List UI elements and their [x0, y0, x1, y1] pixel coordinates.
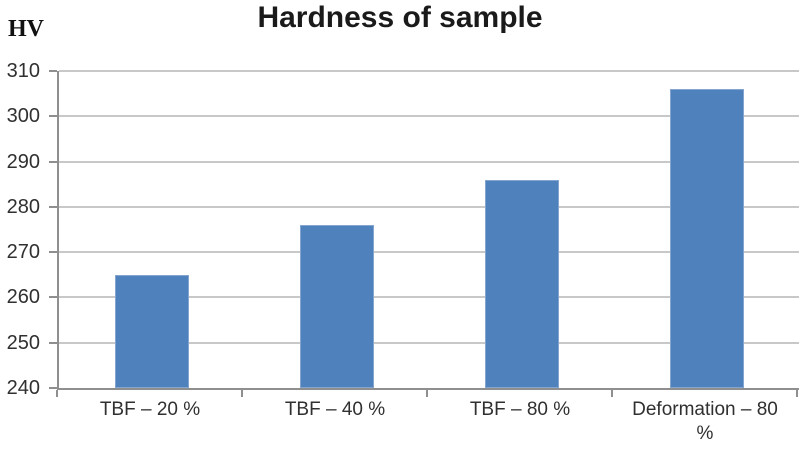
- gridline-310: [59, 70, 799, 72]
- gridline-300: [59, 115, 799, 118]
- gridline-270: [59, 251, 799, 254]
- gridline-280: [59, 205, 799, 208]
- x-tick-mark-3: [611, 390, 613, 397]
- y-tick-label-300: 300: [6, 105, 40, 127]
- bar-1: [115, 275, 189, 388]
- x-category-label-1: TBF – 20 %: [99, 399, 201, 420]
- x-tick-mark-4: [796, 390, 798, 397]
- y-tick-mark-300: [49, 115, 57, 117]
- x-tick-mark-0: [56, 390, 58, 397]
- y-tick-label-270: 270: [6, 241, 40, 263]
- bar-3: [485, 180, 559, 388]
- chart-title: Hardness of sample: [257, 1, 543, 34]
- gridline-290: [59, 160, 799, 163]
- x-category-label-2: TBF – 40 %: [284, 399, 386, 420]
- y-tick-label-260: 260: [6, 286, 40, 308]
- x-category-label-3: TBF – 80 %: [469, 399, 571, 420]
- y-tick-mark-240: [49, 387, 57, 389]
- x-tick-mark-1: [241, 390, 243, 397]
- y-tick-label-290: 290: [6, 151, 40, 173]
- y-tick-mark-270: [49, 251, 57, 253]
- plot-area: [57, 70, 799, 390]
- y-tick-mark-250: [49, 342, 57, 344]
- bar-4: [670, 89, 744, 388]
- y-tick-mark-310: [49, 70, 57, 72]
- y-tick-label-280: 280: [6, 196, 40, 218]
- y-tick-mark-260: [49, 296, 57, 298]
- x-category-label-4: Deformation – 80 %: [632, 399, 778, 444]
- bar-2: [300, 225, 374, 388]
- y-axis-unit-label: HV: [8, 16, 44, 42]
- y-tick-mark-280: [49, 206, 57, 208]
- gridline-250: [59, 341, 799, 344]
- y-tick-label-310: 310: [6, 60, 40, 82]
- y-tick-mark-290: [49, 161, 57, 163]
- y-tick-label-250: 250: [6, 332, 40, 354]
- x-tick-mark-2: [426, 390, 428, 397]
- y-tick-label-240: 240: [6, 377, 40, 399]
- gridline-260: [59, 296, 799, 299]
